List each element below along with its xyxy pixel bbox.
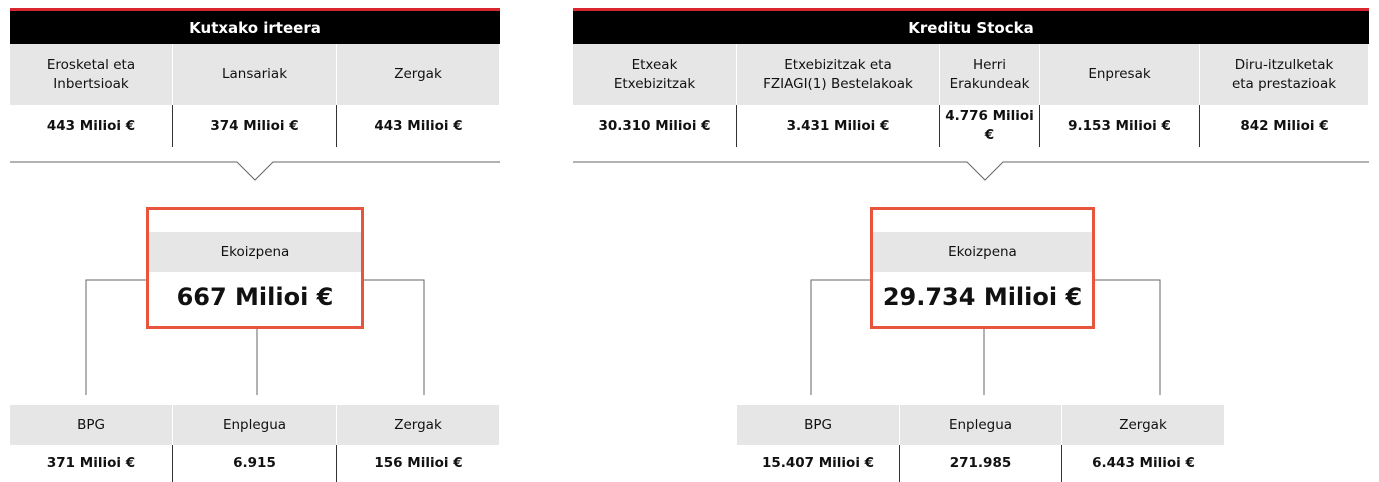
- column-header-line: FZIAGI(1) Bestelakoak: [763, 75, 913, 92]
- column-value: 443 Milioi €: [10, 105, 173, 147]
- column-header-line: Herri: [972, 56, 1007, 73]
- column-header-line: Lansariak: [221, 66, 288, 82]
- result-label: Ekoizpena: [149, 232, 361, 272]
- column-value: 3.431 Milioi €: [737, 105, 940, 147]
- impact-value: 271.985: [900, 445, 1062, 482]
- result-value: 29.734 Milioi €: [882, 282, 1083, 311]
- column-header-line: Zergak: [394, 66, 442, 82]
- impact-value: 6.443 Milioi €: [1092, 455, 1195, 471]
- column-header-line: Diru-itzulketak: [1234, 56, 1334, 73]
- impact-value: 371 Milioi €: [10, 445, 173, 482]
- result-label: Ekoizpena: [873, 232, 1092, 272]
- column-header: Lansariak: [173, 44, 337, 105]
- column-header: Enpresak: [1040, 44, 1200, 105]
- connector-line: [573, 161, 1369, 181]
- column-header-line: Erosketal eta: [46, 56, 136, 73]
- column-header: Zergak: [337, 44, 500, 105]
- panel-title: Kutxako irteera: [10, 8, 500, 44]
- impact-label: BPG: [737, 405, 900, 445]
- impact-value: 156 Milioi €: [374, 455, 463, 471]
- column-header-line: Enpresak: [1088, 66, 1151, 82]
- connector-line: [1095, 279, 1161, 395]
- connector-line: [10, 161, 500, 181]
- connector-line: [364, 279, 425, 395]
- connector-line: [85, 279, 146, 395]
- column-value: 30.310 Milioi €: [573, 105, 737, 147]
- column-header: Erosketal eta Inbertsioak: [10, 44, 173, 105]
- result-value: 667 Milioi €: [176, 282, 334, 311]
- column-header: Diru-itzulketak eta prestazioak: [1200, 44, 1369, 105]
- impact-label: BPG: [10, 405, 173, 445]
- connector-line: [810, 279, 870, 395]
- column-header-line: Etxeak: [631, 56, 678, 73]
- column-header-line: Etxebizitzak eta: [784, 56, 892, 73]
- column-header: Etxebizitzak eta FZIAGI(1) Bestelakoak: [737, 44, 940, 105]
- column-value: 842 Milioi €: [1240, 117, 1329, 134]
- column-value: 443 Milioi €: [374, 117, 463, 134]
- impact-value: 15.407 Milioi €: [737, 445, 900, 482]
- column-header-line: Erakundeak: [949, 75, 1030, 92]
- column-header-line: Inbertsioak: [53, 75, 129, 92]
- column-value: 374 Milioi €: [173, 105, 337, 147]
- panel-title: Kreditu Stocka: [573, 8, 1369, 44]
- column-header-line: eta prestazioak: [1231, 75, 1337, 92]
- column-value: 9.153 Milioi €: [1040, 105, 1200, 147]
- impact-label: Zergak: [1062, 405, 1225, 445]
- column-header: Herri Erakundeak: [940, 44, 1040, 105]
- column-value: 4.776 Milioi €: [940, 105, 1040, 147]
- impact-label: Enplegua: [900, 405, 1062, 445]
- column-header: Etxeak Etxebizitzak: [573, 44, 737, 105]
- impact-value: 6.915: [173, 445, 337, 482]
- impact-label: Zergak: [337, 405, 500, 445]
- impact-label: Enplegua: [173, 405, 337, 445]
- column-header-line: Etxebizitzak: [613, 75, 696, 92]
